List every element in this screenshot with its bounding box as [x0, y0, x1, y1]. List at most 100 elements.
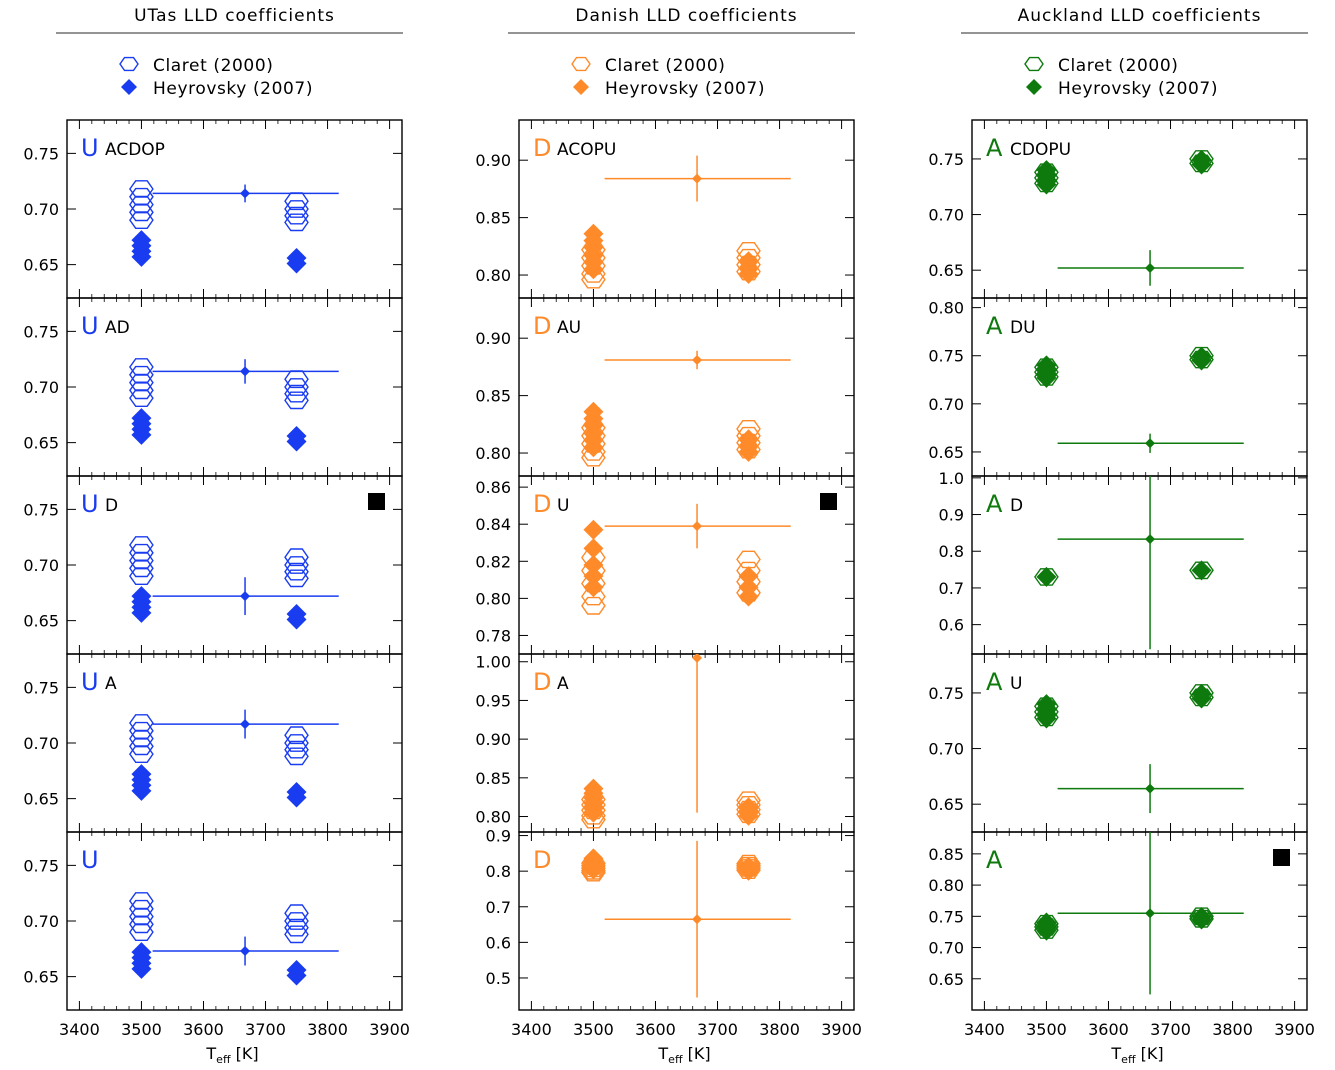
- x-tick-label: 3900: [369, 1020, 410, 1039]
- claret-point: [129, 389, 154, 407]
- y-tick-label: 0.70: [23, 734, 59, 753]
- site-letter: A: [986, 134, 1003, 162]
- heyrovsky-point: [738, 566, 759, 587]
- claret-point: [284, 747, 309, 766]
- legend-heyrovsky-label: Heyrovsky (2007): [1058, 79, 1218, 99]
- panel-2-4: 0.65 0.70 0.75 0.80 0.85 A: [928, 831, 1308, 1011]
- panel-0-2: 0.65 0.70 0.75 U D: [23, 475, 403, 655]
- panel-subset-label: ACDOP: [105, 140, 165, 160]
- measurement-point: [692, 355, 703, 366]
- measurement-point: [692, 654, 703, 663]
- x-tick-label: 3400: [511, 1020, 552, 1039]
- x-axis-label: Teff [K]: [205, 1044, 258, 1066]
- panel-subset-label: AU: [557, 318, 581, 338]
- claret-point: [284, 391, 309, 410]
- y-tick-label: 0.8: [486, 862, 511, 881]
- claret-point: [129, 559, 154, 578]
- claret-point: [1189, 909, 1214, 928]
- y-tick-label: 0.84: [475, 515, 511, 534]
- claret-point: [581, 596, 606, 615]
- panel-1-2: 0.78 0.80 0.82 0.84 0.86 D U: [475, 475, 855, 655]
- heyrovsky-point: [1036, 367, 1057, 388]
- x-tick-label: 3400: [964, 1020, 1005, 1039]
- claret-point: [129, 567, 154, 585]
- y-tick-label: 0.6: [486, 933, 511, 952]
- heyrovsky-point: [1191, 688, 1212, 709]
- measurement-point: [240, 366, 251, 377]
- y-tick-label: 0.7: [939, 579, 964, 598]
- claret-point: [284, 740, 309, 759]
- site-letter: D: [533, 134, 551, 162]
- legend-heyrovsky-diamond-icon: [121, 79, 137, 95]
- legend-claret-hexagon-icon: [1024, 56, 1044, 72]
- panel-2-1: 0.65 0.70 0.75 0.80 A DU: [928, 297, 1308, 477]
- y-tick-label: 0.9: [486, 827, 511, 846]
- y-tick-label: 0.75: [928, 907, 964, 926]
- measurement-point: [1145, 438, 1156, 449]
- panel-2-2: 0.6 0.7 0.8 0.9 1.0 A D: [939, 469, 1308, 655]
- y-tick-label: 0.70: [23, 378, 59, 397]
- y-tick-label: 0.80: [928, 299, 964, 318]
- measurement-point: [240, 188, 251, 199]
- panel-data: [581, 503, 791, 615]
- claret-point: [129, 211, 154, 230]
- claret-point: [1189, 688, 1214, 707]
- heyrovsky-point: [583, 259, 604, 280]
- y-tick-label: 0.78: [475, 626, 511, 645]
- y-tick-label: 0.65: [23, 256, 59, 275]
- y-tick-label: 0.6: [939, 616, 964, 635]
- legend-heyrovsky-label: Heyrovsky (2007): [605, 79, 765, 99]
- claret-point: [1189, 561, 1214, 580]
- claret-point: [129, 745, 154, 763]
- y-tick-label: 0.85: [475, 769, 511, 788]
- y-tick-label: 0.75: [23, 500, 59, 519]
- y-tick-label: 0.65: [23, 434, 59, 453]
- site-letter: D: [533, 846, 551, 874]
- legend-heyrovsky-diamond-icon: [1026, 79, 1042, 95]
- y-tick-label: 0.95: [475, 691, 511, 710]
- claret-point: [284, 562, 309, 581]
- claret-point: [736, 861, 761, 879]
- site-letter: D: [533, 312, 551, 340]
- y-tick-label: 0.65: [23, 968, 59, 987]
- x-tick-label: 3600: [1088, 1020, 1129, 1039]
- heyrovsky-point: [738, 586, 759, 607]
- measurement-point: [692, 173, 703, 184]
- y-tick-label: 0.90: [475, 730, 511, 749]
- panel-0-1: 0.65 0.70 0.75 U AD: [23, 297, 403, 477]
- heyrovsky-point: [583, 437, 604, 458]
- panel-1-0: 0.80 0.85 0.90 D ACOPU: [475, 119, 855, 299]
- x-tick-label: 3800: [1212, 1020, 1253, 1039]
- heyrovsky-point: [286, 253, 307, 274]
- panel-data: [1034, 832, 1244, 995]
- panel-subset-label: U: [1010, 674, 1022, 694]
- panel-1-1: 0.80 0.85 0.90 D AU: [475, 297, 855, 477]
- panel-data: [129, 709, 339, 808]
- measurement-point: [692, 521, 703, 532]
- x-tick-label: 3900: [821, 1020, 862, 1039]
- legend-claret-hexagon-icon: [571, 56, 591, 72]
- heyrovsky-point: [1036, 920, 1057, 941]
- claret-point: [1189, 154, 1214, 173]
- column-title: UTas LLD coefficients: [134, 6, 335, 26]
- heyrovsky-point: [1191, 154, 1212, 175]
- legend-claret-label: Claret (2000): [1058, 56, 1178, 76]
- heyrovsky-point: [1191, 560, 1212, 581]
- panel-data: [129, 180, 339, 274]
- panel-data: [581, 840, 791, 998]
- heyrovsky-point: [1036, 708, 1057, 729]
- claret-point: [284, 213, 309, 232]
- panel-data: [1034, 684, 1244, 814]
- site-letter: D: [533, 490, 551, 518]
- y-tick-label: 0.7: [486, 898, 511, 917]
- y-tick-label: 0.65: [23, 790, 59, 809]
- claret-point: [284, 548, 309, 567]
- y-tick-label: 0.75: [928, 347, 964, 366]
- claret-point: [284, 384, 309, 403]
- site-letter: U: [81, 134, 99, 162]
- panel-1-3: 0.80 0.85 0.90 0.95 1.00 D A: [475, 653, 855, 833]
- x-tick-label: 3500: [1026, 1020, 1067, 1039]
- y-tick-label: 0.80: [928, 876, 964, 895]
- claret-point: [736, 550, 761, 569]
